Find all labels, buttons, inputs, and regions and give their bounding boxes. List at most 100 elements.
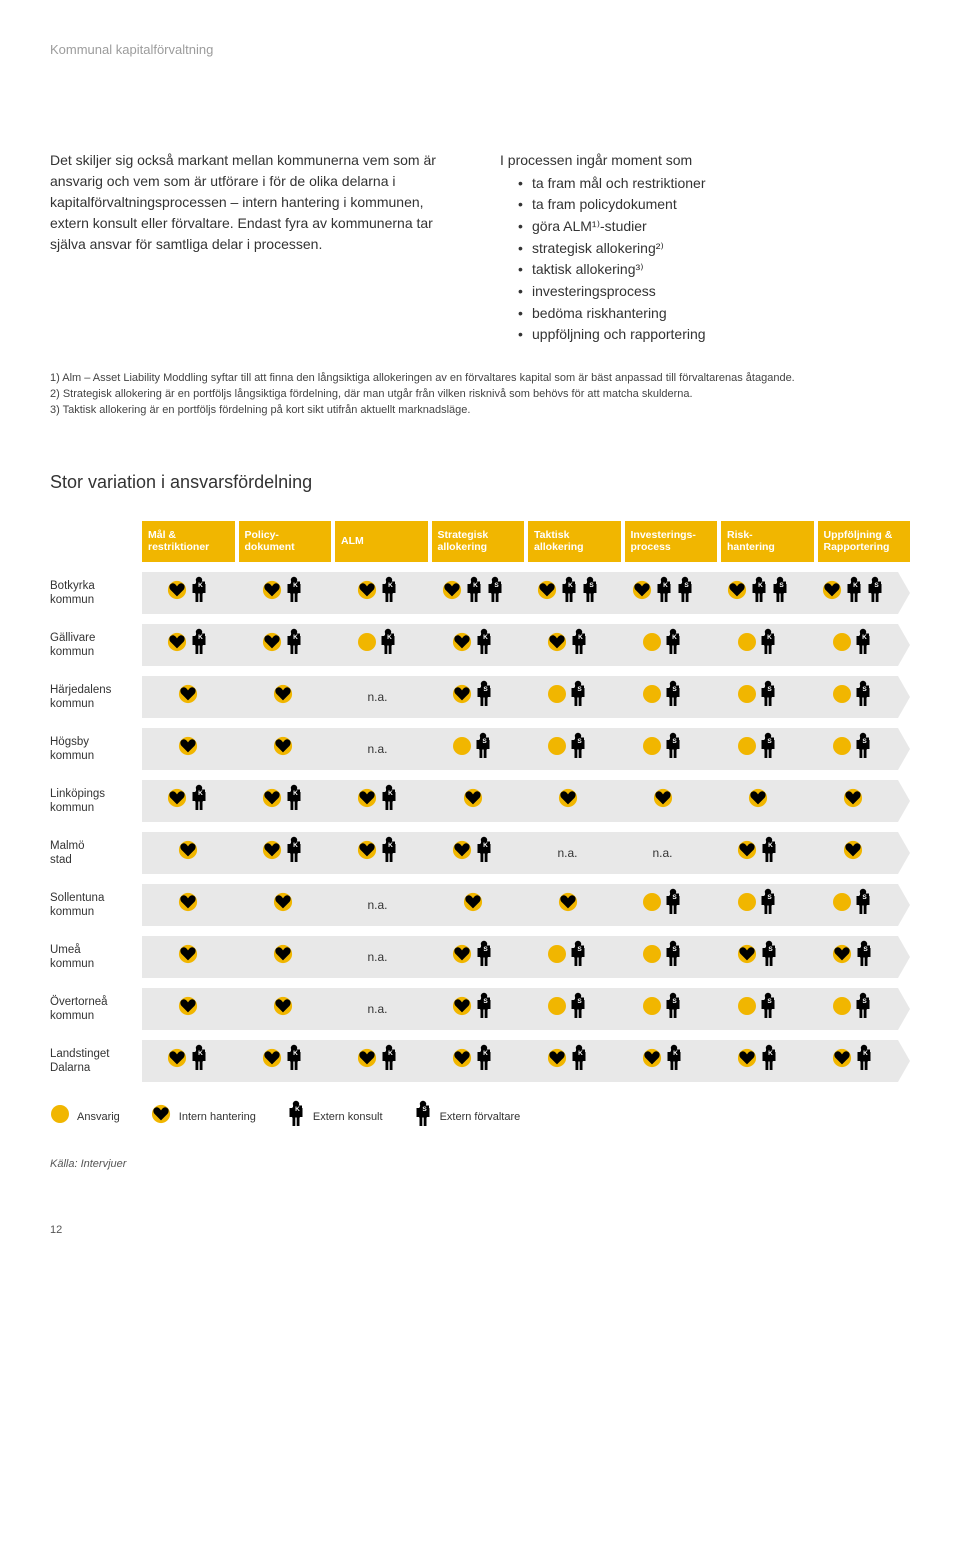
chart-cell: K bbox=[237, 1040, 328, 1082]
circle-icon bbox=[832, 684, 852, 710]
svg-text:K: K bbox=[768, 1050, 773, 1057]
column-header: Taktisk allokering bbox=[528, 521, 621, 562]
chart-cell bbox=[237, 936, 328, 978]
svg-text:K: K bbox=[293, 582, 298, 589]
chart-cell bbox=[617, 780, 708, 822]
circle-icon bbox=[357, 632, 377, 658]
circle-icon bbox=[737, 684, 757, 710]
svg-text:S: S bbox=[862, 686, 867, 693]
heart-icon bbox=[356, 788, 378, 814]
svg-text:S: S bbox=[577, 998, 582, 1005]
chart-cell: K bbox=[807, 624, 898, 666]
chart-legend: AnsvarigIntern hanteringKExtern konsultS… bbox=[50, 1100, 910, 1134]
row-label: Linköpingskommun bbox=[50, 787, 142, 816]
person-s-icon: S bbox=[759, 940, 779, 974]
chart-cell: KS bbox=[427, 572, 518, 614]
svg-text:S: S bbox=[494, 582, 499, 589]
legend-label: Extern konsult bbox=[313, 1109, 383, 1126]
heart-icon bbox=[356, 580, 378, 606]
heart-icon bbox=[451, 996, 473, 1022]
svg-text:S: S bbox=[767, 686, 772, 693]
legend-label: Ansvarig bbox=[77, 1109, 120, 1126]
svg-text:S: S bbox=[862, 738, 867, 745]
circle-icon bbox=[737, 892, 757, 918]
chart-cell: S bbox=[712, 676, 803, 718]
svg-text:K: K bbox=[862, 634, 867, 641]
chart-cell bbox=[237, 728, 328, 770]
person-s-icon: S bbox=[853, 732, 873, 766]
person-s-icon: S bbox=[474, 992, 494, 1026]
chart-cell: S bbox=[522, 676, 613, 718]
heart-icon bbox=[842, 788, 864, 814]
chart-source: Källa: Intervjuer bbox=[50, 1156, 910, 1173]
person-s-icon: S bbox=[474, 940, 494, 974]
chart-cell: S bbox=[807, 988, 898, 1030]
person-s-icon: S bbox=[580, 576, 600, 610]
chart-cell bbox=[522, 780, 613, 822]
svg-text:K: K bbox=[578, 1050, 583, 1057]
chart-cell: K bbox=[712, 832, 803, 874]
heart-icon bbox=[831, 944, 853, 970]
svg-text:S: S bbox=[874, 582, 879, 589]
bullet-item: uppföljning och rapportering bbox=[518, 324, 910, 346]
person-k-icon: K bbox=[379, 836, 399, 870]
heart-icon bbox=[150, 1104, 172, 1130]
heart-icon bbox=[272, 736, 294, 762]
svg-text:S: S bbox=[482, 738, 487, 745]
svg-text:S: S bbox=[672, 738, 677, 745]
chart-cell: K bbox=[237, 832, 328, 874]
person-s-icon: S bbox=[663, 992, 683, 1026]
person-k-icon: K bbox=[759, 1044, 779, 1078]
svg-text:K: K bbox=[293, 842, 298, 849]
na-label: n.a. bbox=[367, 948, 387, 966]
heart-icon bbox=[726, 580, 748, 606]
page-number: 12 bbox=[50, 1222, 910, 1239]
circle-icon bbox=[547, 996, 567, 1022]
row-label: Malmöstad bbox=[50, 839, 142, 868]
person-s-icon: S bbox=[758, 732, 778, 766]
chart-cell: K bbox=[332, 832, 423, 874]
intro-columns: Det skiljer sig också markant mellan kom… bbox=[50, 150, 910, 347]
person-k-icon: K bbox=[474, 628, 494, 662]
heart-icon bbox=[166, 580, 188, 606]
svg-text:K: K bbox=[198, 582, 203, 589]
person-k-icon: K bbox=[379, 1044, 399, 1078]
svg-text:K: K bbox=[295, 1106, 300, 1113]
person-s-icon: S bbox=[758, 888, 778, 922]
chart-row: MalmöstadKKKn.a.n.a.K bbox=[50, 832, 910, 874]
chart-cell bbox=[237, 988, 328, 1030]
circle-icon bbox=[547, 684, 567, 710]
chart-cell: K bbox=[142, 1040, 233, 1082]
chart-cell: S bbox=[617, 884, 708, 926]
chart-cell: S bbox=[617, 676, 708, 718]
footnote-line: 3) Taktisk allokering är en portföljs fö… bbox=[50, 403, 910, 419]
person-k-icon: K bbox=[759, 836, 779, 870]
chart-row: Härjedalenskommunn.a.SSSSS bbox=[50, 676, 910, 718]
svg-text:S: S bbox=[767, 738, 772, 745]
heart-icon bbox=[842, 840, 864, 866]
person-k-icon: K bbox=[664, 1044, 684, 1078]
svg-text:K: K bbox=[198, 790, 203, 797]
svg-text:S: S bbox=[862, 998, 867, 1005]
svg-text:S: S bbox=[684, 582, 689, 589]
person-k-icon: K bbox=[758, 628, 778, 662]
svg-text:K: K bbox=[388, 790, 393, 797]
person-s-icon: S bbox=[758, 680, 778, 714]
person-s-icon: S bbox=[853, 680, 873, 714]
footnote-line: 2) Strategisk allokering är en portföljs… bbox=[50, 387, 910, 403]
na-label: n.a. bbox=[367, 740, 387, 758]
heart-icon bbox=[451, 632, 473, 658]
person-k-icon: K bbox=[378, 628, 398, 662]
chart-cell: KS bbox=[522, 572, 613, 614]
svg-text:S: S bbox=[577, 738, 582, 745]
chart-cell: S bbox=[712, 884, 803, 926]
bullet-item: strategisk allokering²⁾ bbox=[518, 238, 910, 260]
chart-cell bbox=[712, 780, 803, 822]
row-label: Botkyrkakommun bbox=[50, 579, 142, 608]
chart-cell: S bbox=[427, 728, 518, 770]
svg-text:S: S bbox=[672, 894, 677, 901]
legend-item: Intern hantering bbox=[150, 1104, 256, 1130]
person-s-icon: S bbox=[568, 940, 588, 974]
heart-icon bbox=[462, 892, 484, 918]
circle-icon bbox=[642, 632, 662, 658]
